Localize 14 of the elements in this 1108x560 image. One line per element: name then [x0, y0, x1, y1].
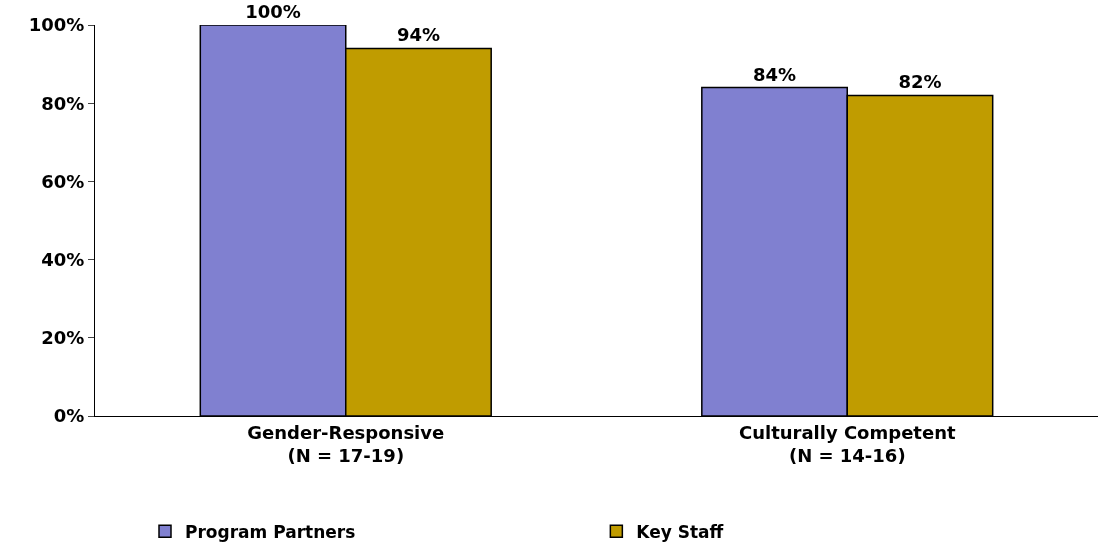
y-tick-label: 80%: [41, 92, 85, 114]
data-label: 100%: [245, 1, 301, 22]
y-tick-label: 20%: [41, 327, 85, 349]
y-tick-label: 40%: [41, 248, 85, 270]
data-label: 82%: [898, 71, 942, 93]
legend-label: Program Partners: [185, 521, 356, 542]
data-label: 84%: [752, 63, 797, 85]
data-label: 94%: [396, 24, 441, 46]
y-tick-label: 0%: [53, 405, 85, 427]
y-tick-label: 100%: [28, 14, 85, 36]
x-tick-label: Culturally Competent (N = 14-16): [738, 421, 956, 466]
x-tick-label: Gender-Responsive (N = 17-19): [247, 421, 445, 466]
legend-label: Key Staff: [636, 521, 724, 542]
y-tick-label: 60%: [41, 170, 85, 192]
